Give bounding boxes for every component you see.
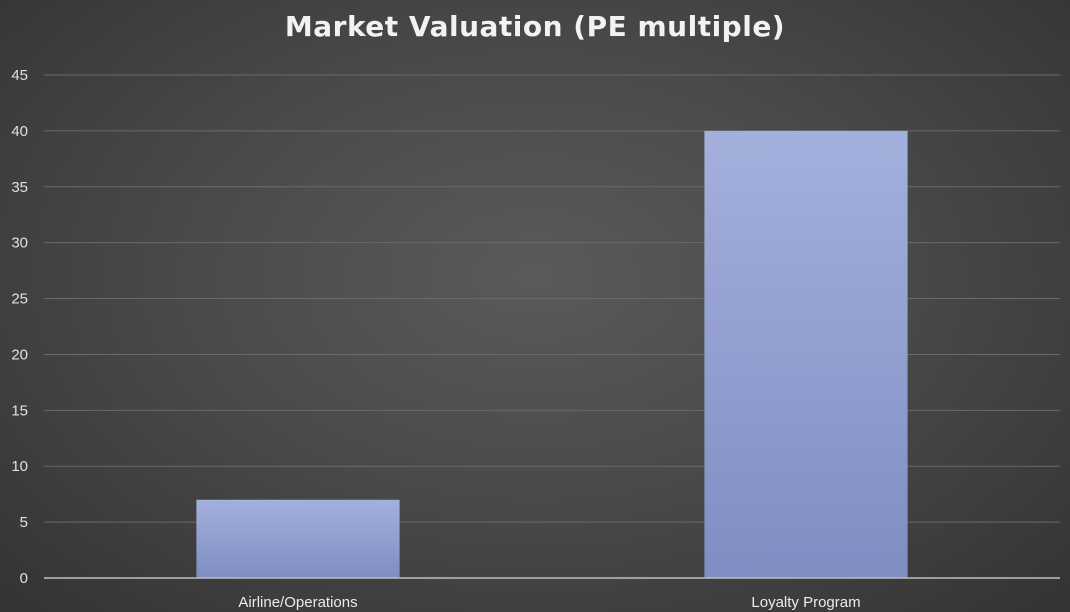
y-tick-label: 0 — [20, 570, 28, 587]
x-category-label: Loyalty Program — [751, 594, 860, 611]
chart-title: Market Valuation (PE multiple) — [284, 10, 786, 43]
bars — [196, 130, 908, 578]
y-tick-label: 35 — [11, 179, 28, 196]
y-tick-label: 30 — [11, 235, 28, 252]
y-tick-label: 40 — [11, 123, 28, 140]
bar-airline-operations — [196, 499, 400, 578]
y-tick-label: 20 — [11, 346, 28, 363]
y-tick-label: 5 — [20, 514, 28, 531]
x-category-label: Airline/Operations — [238, 594, 357, 611]
y-tick-label: 15 — [11, 402, 28, 419]
y-tick-label: 45 — [11, 67, 28, 84]
y-tick-label: 25 — [11, 291, 28, 308]
axis-labels: 0 5 10 15 20 25 30 35 40 45 Airline/Operations Loya… — [11, 67, 860, 611]
bar-loyalty-program — [704, 130, 908, 578]
y-tick-label: 10 — [11, 458, 28, 475]
